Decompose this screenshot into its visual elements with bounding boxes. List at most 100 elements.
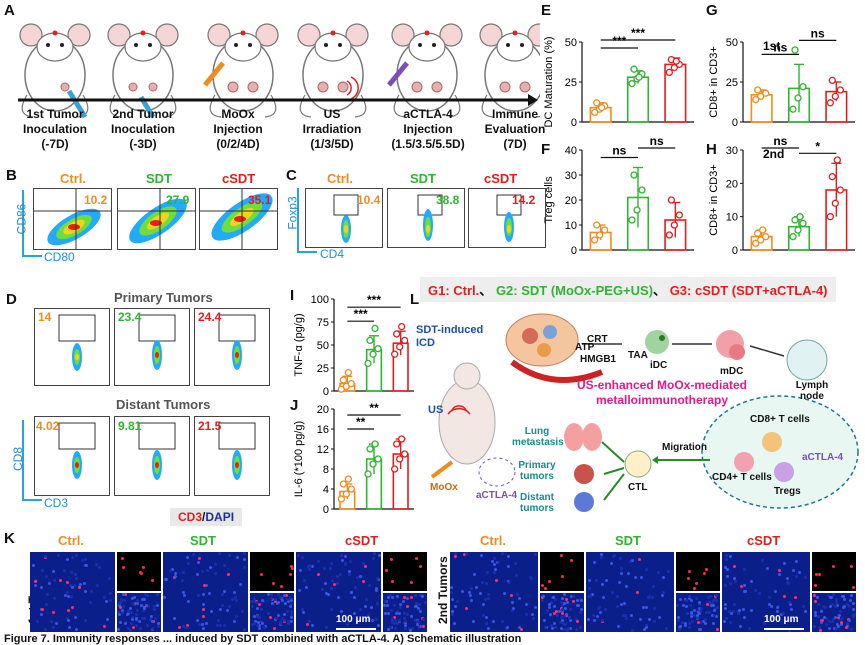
data-point bbox=[672, 57, 680, 65]
schematic-tregs: Tregs bbox=[774, 486, 801, 497]
schematic-hmgb1: HMGB1 bbox=[580, 354, 617, 365]
timeline-step-3: MoOx Injection (0/2/4D) bbox=[213, 107, 263, 151]
data-point bbox=[591, 236, 599, 244]
significance-label: * bbox=[815, 139, 820, 153]
chart-title: 1st bbox=[763, 39, 780, 53]
chart-title: 2nd bbox=[763, 147, 784, 161]
schematic-lymph-node: Lymph node bbox=[795, 380, 829, 402]
panel-b-xlabel: CD80 bbox=[44, 250, 75, 264]
panel-d-primary-sdt: 23.4 bbox=[118, 310, 142, 324]
if-image-1-sdt-dapi bbox=[250, 593, 294, 632]
data-point bbox=[630, 171, 638, 179]
if-image-2-ctrl bbox=[450, 552, 538, 632]
if-image-2-csdt-dapi bbox=[812, 593, 856, 632]
y-tick-label: 50 bbox=[317, 340, 329, 352]
data-point bbox=[366, 445, 374, 453]
panel-c-ctrl-label: Ctrl. bbox=[327, 171, 353, 186]
data-point bbox=[799, 83, 807, 91]
data-point bbox=[791, 46, 799, 54]
panel-label-l: L bbox=[410, 291, 420, 308]
timeline-mice bbox=[18, 23, 540, 119]
flow-plot-d-distant-csdt bbox=[194, 416, 270, 496]
data-point bbox=[396, 455, 404, 463]
flow-plot-c-ctrl bbox=[305, 188, 383, 248]
mouse-5 bbox=[387, 23, 463, 118]
y-tick-label: 20 bbox=[726, 178, 738, 190]
figure-caption: Figure 7. Immunity responses ... induced… bbox=[4, 634, 522, 645]
mouse-3 bbox=[203, 23, 279, 118]
data-point bbox=[762, 233, 770, 241]
if-image-2-csdt bbox=[722, 552, 810, 632]
data-point bbox=[789, 105, 797, 113]
panel-b-x-axis bbox=[22, 255, 42, 257]
data-point bbox=[670, 221, 678, 229]
panel-d-x-axis bbox=[22, 499, 42, 501]
schematic-atp: ATP bbox=[575, 342, 595, 353]
cd3-dapi-label: CD3/DAPI bbox=[170, 508, 243, 526]
panel-b-csdt-label: cSDT bbox=[222, 171, 256, 186]
data-point bbox=[826, 99, 834, 107]
data-point bbox=[831, 92, 839, 101]
panel-b-value-ctrl: 10.2 bbox=[84, 193, 108, 207]
data-point bbox=[789, 233, 797, 241]
if-image-2-csdt-cd3 bbox=[812, 552, 856, 591]
if-image-2-sdt-cd3 bbox=[676, 552, 720, 591]
y-tick-label: 10 bbox=[565, 220, 577, 232]
if-image-1-ctrl-cd3 bbox=[117, 552, 161, 591]
data-point bbox=[398, 322, 406, 331]
scalebar-2 bbox=[764, 628, 804, 630]
data-point bbox=[337, 495, 345, 503]
panel-k-ctrl-label-2: Ctrl. bbox=[480, 533, 506, 548]
data-point bbox=[364, 359, 372, 368]
data-point bbox=[598, 103, 606, 112]
mouse-4 bbox=[297, 23, 369, 118]
data-point bbox=[754, 86, 762, 94]
flow-plot-b-csdt bbox=[199, 188, 278, 250]
if-image-2-ctrl-cd3 bbox=[540, 552, 584, 591]
schematic-primary: Primary tumors bbox=[518, 460, 556, 482]
panel-label-h: H bbox=[706, 141, 717, 158]
data-point bbox=[665, 68, 673, 77]
data-point bbox=[826, 213, 834, 221]
data-point bbox=[339, 376, 347, 384]
panel-label-k: K bbox=[4, 530, 15, 547]
y-axis-label: CD8+ in CD3+ bbox=[708, 46, 720, 118]
significance-label: ns bbox=[773, 40, 787, 54]
panel-label-f: F bbox=[541, 141, 551, 158]
significance-label: ns bbox=[811, 26, 825, 40]
flow-plot-d-distant-sdt bbox=[114, 416, 190, 496]
if-image-2-ctrl-dapi bbox=[540, 593, 584, 632]
timeline-step-1: 1st Tumor Inoculation (-7D) bbox=[23, 107, 87, 151]
panel-k-sdt-label-2: SDT bbox=[615, 533, 641, 548]
y-tick-label: 4 bbox=[323, 484, 329, 496]
data-point bbox=[762, 89, 770, 97]
schematic-title: US-enhanced MoOx-mediated metalloimmunoth… bbox=[576, 378, 748, 407]
data-point bbox=[601, 226, 609, 234]
data-point bbox=[757, 236, 765, 244]
panel-d-ylabel: CD8 bbox=[11, 446, 26, 472]
scalebar-label-1: 100 μm bbox=[336, 614, 371, 625]
data-point bbox=[398, 435, 406, 443]
timeline-step-4: US Irradiation (1/3/5D) bbox=[302, 107, 362, 151]
data-point bbox=[369, 350, 377, 358]
flow-plot-b-ctrl bbox=[33, 188, 112, 250]
panel-d-distant-csdt: 21.5 bbox=[198, 419, 222, 433]
data-point bbox=[401, 336, 409, 345]
significance-label: *** bbox=[354, 307, 368, 321]
data-point bbox=[347, 485, 355, 493]
if-image-1-csdt-dapi bbox=[383, 593, 427, 632]
schematic-mdc: mDC bbox=[720, 366, 744, 377]
flow-plot-c-sdt bbox=[387, 188, 465, 248]
y-tick-label: 40 bbox=[565, 145, 577, 157]
data-point bbox=[754, 229, 762, 237]
significance-label: *** bbox=[631, 26, 645, 40]
panel-b-y-axis bbox=[22, 190, 24, 256]
panel-k-csdt-label-2: cSDT bbox=[747, 533, 781, 548]
panel-c-ylabel: Foxp3 bbox=[285, 196, 300, 230]
panel-label-i: I bbox=[290, 287, 295, 304]
panel-d-primary-ctrl: 14 bbox=[38, 310, 52, 324]
schematic-cd4: CD4+ T cells bbox=[712, 472, 772, 483]
data-point bbox=[393, 440, 401, 448]
schematic-migration: Migration bbox=[662, 442, 707, 453]
flow-plot-d-distant-ctrl bbox=[34, 416, 110, 496]
